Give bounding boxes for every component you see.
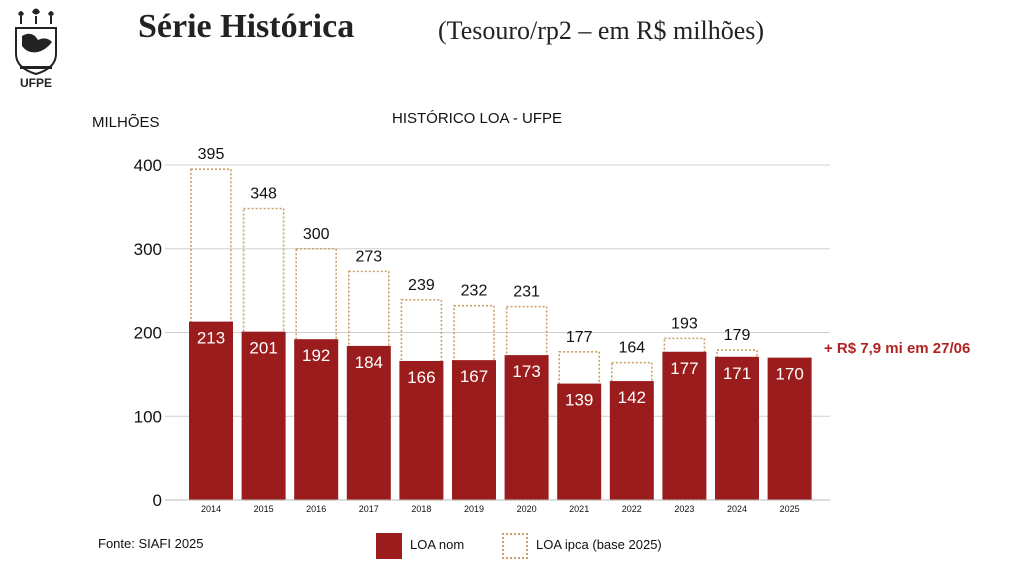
y-tick-label: 200	[134, 324, 162, 343]
data-label-loa-ipca: 231	[513, 284, 540, 301]
bar-loa-nom	[715, 356, 759, 500]
annotation-text: + R$ 7,9 mi em 27/06	[824, 340, 970, 357]
data-label-loa-nom: 184	[355, 353, 383, 372]
y-tick-label: 400	[134, 156, 162, 175]
x-tick-label: 2021	[569, 504, 589, 514]
source-note: Fonte: SIAFI 2025	[98, 536, 204, 551]
legend-swatch-loa-nom	[376, 533, 402, 559]
data-label-loa-ipca: 232	[461, 283, 488, 300]
bar-loa-nom	[346, 345, 391, 500]
y-tick-label: 300	[134, 240, 162, 259]
legend-label-loa-nom: LOA nom	[410, 537, 465, 552]
page-subtitle: (Tesouro/rp2 – em R$ milhões)	[438, 16, 765, 45]
bar-loa-nom	[189, 321, 233, 500]
bar-loa-nom	[241, 331, 286, 500]
data-label-loa-ipca: 177	[566, 329, 593, 346]
y-tick-label: 0	[153, 491, 162, 510]
bar-loa-nom	[662, 351, 707, 500]
bar-loa-nom	[452, 360, 496, 500]
data-label-loa-ipca: 300	[303, 226, 330, 243]
data-label-loa-ipca: 273	[355, 248, 382, 265]
x-tick-label: 2015	[254, 504, 274, 514]
bar-chart: 0 100 200 300 400 395 213 2014 348 201 2015 300 192 2…	[134, 146, 971, 514]
y-tick-label: 100	[134, 407, 162, 426]
x-tick-label: 2022	[622, 504, 642, 514]
bar-loa-nom	[609, 381, 654, 500]
data-label-loa-ipca: 164	[618, 340, 645, 357]
x-tick-label: 2016	[306, 504, 326, 514]
data-label-loa-nom: 167	[460, 367, 488, 386]
legend-swatch-loa-ipca	[502, 533, 528, 559]
ufpe-logo	[15, 8, 57, 76]
bar-loa-nom	[504, 355, 549, 500]
legend-label-loa-ipca: LOA ipca (base 2025)	[536, 537, 662, 552]
data-label-loa-nom: 166	[407, 368, 435, 387]
bar-loa-nom	[767, 357, 812, 500]
data-label-loa-nom: 139	[565, 391, 593, 410]
data-label-loa-nom: 192	[302, 346, 330, 365]
data-label-loa-ipca: 395	[198, 146, 225, 163]
data-label-loa-nom: 201	[249, 339, 277, 358]
bar-loa-nom	[399, 360, 444, 500]
x-tick-label: 2023	[674, 504, 694, 514]
data-label-loa-nom: 213	[197, 329, 225, 348]
x-tick-label: 2019	[464, 504, 484, 514]
x-tick-label: 2025	[780, 504, 800, 514]
data-label-loa-ipca: 348	[250, 186, 277, 203]
data-label-loa-ipca: 193	[671, 315, 698, 332]
data-label-loa-nom: 173	[512, 362, 540, 381]
bar-loa-nom	[557, 383, 602, 500]
data-label-loa-nom: 177	[670, 359, 698, 378]
y-axis-label: MILHÕES	[92, 114, 160, 131]
x-tick-label: 2017	[359, 504, 379, 514]
data-label-loa-nom: 171	[723, 364, 751, 383]
x-tick-label: 2024	[727, 504, 747, 514]
chart-title: HISTÓRICO LOA - UFPE	[392, 110, 563, 127]
logo-text: UFPE	[19, 76, 52, 90]
data-label-loa-nom: 142	[618, 388, 646, 407]
x-tick-label: 2018	[411, 504, 431, 514]
x-tick-label: 2014	[201, 504, 221, 514]
data-label-loa-ipca: 179	[724, 327, 751, 344]
page-title: Série Histórica	[138, 8, 355, 45]
data-label-loa-nom: 170	[775, 365, 803, 384]
bar-loa-nom	[294, 339, 339, 500]
x-tick-label: 2020	[517, 504, 537, 514]
data-label-loa-ipca: 239	[408, 277, 435, 294]
